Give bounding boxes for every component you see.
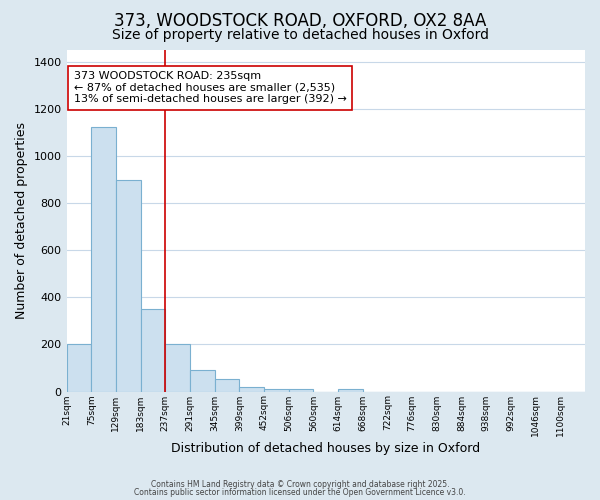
Bar [67, 344, 91, 392]
Bar [215, 378, 239, 392]
Bar [289, 389, 313, 392]
Text: Size of property relative to detached houses in Oxford: Size of property relative to detached ho… [112, 28, 488, 42]
Bar [239, 387, 264, 392]
Y-axis label: Number of detached properties: Number of detached properties [15, 122, 28, 320]
Text: Contains HM Land Registry data © Crown copyright and database right 2025.: Contains HM Land Registry data © Crown c… [151, 480, 449, 489]
Bar [165, 344, 190, 392]
Bar [264, 389, 289, 392]
Text: Contains public sector information licensed under the Open Government Licence v3: Contains public sector information licen… [134, 488, 466, 497]
Bar [91, 126, 116, 392]
Bar [338, 389, 363, 392]
Text: 373, WOODSTOCK ROAD, OXFORD, OX2 8AA: 373, WOODSTOCK ROAD, OXFORD, OX2 8AA [114, 12, 486, 30]
Bar [140, 309, 165, 392]
X-axis label: Distribution of detached houses by size in Oxford: Distribution of detached houses by size … [171, 442, 481, 455]
Bar [116, 180, 140, 392]
Text: 373 WOODSTOCK ROAD: 235sqm
← 87% of detached houses are smaller (2,535)
13% of s: 373 WOODSTOCK ROAD: 235sqm ← 87% of deta… [74, 71, 347, 104]
Bar [190, 370, 215, 392]
